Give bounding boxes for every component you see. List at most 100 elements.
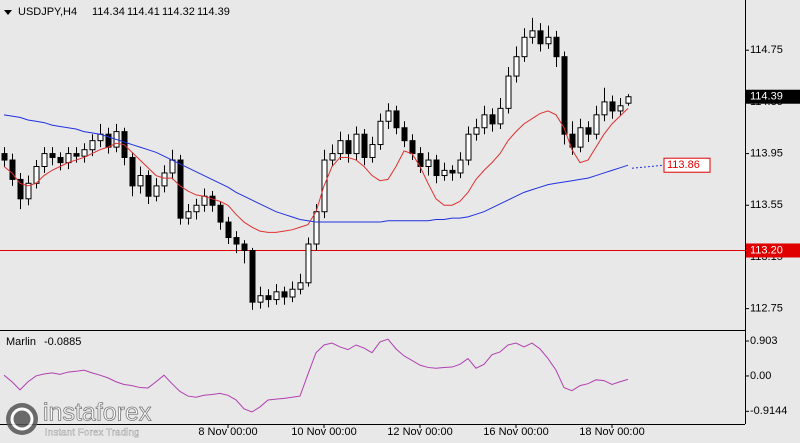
candle-body xyxy=(401,127,408,142)
candle-body xyxy=(289,288,296,298)
candle-body xyxy=(561,56,568,135)
candle-body xyxy=(41,153,48,168)
x-tick-label: 12 Nov 00:00 xyxy=(387,426,452,438)
candle-body xyxy=(137,175,144,187)
candle-body xyxy=(465,133,472,161)
moving-average xyxy=(3,108,629,233)
candle-body xyxy=(1,153,8,161)
candle-body xyxy=(193,204,200,213)
candle-body xyxy=(257,295,264,303)
y-tick-label: 0.00 xyxy=(750,370,771,382)
candle-body xyxy=(513,56,520,77)
candle-body xyxy=(377,120,384,146)
candle-body xyxy=(449,169,456,174)
candle-body xyxy=(441,169,448,177)
candle-body xyxy=(9,159,16,180)
candle-body xyxy=(545,36,552,45)
candle-body xyxy=(241,243,248,251)
logo-icon-ring xyxy=(10,407,34,431)
candle-body xyxy=(57,156,64,164)
candle-body xyxy=(433,159,440,177)
x-tick-label: 16 Nov 00:00 xyxy=(483,426,548,438)
candle-body xyxy=(553,36,560,58)
candle-body xyxy=(17,178,24,200)
candle-body xyxy=(529,30,536,38)
y-tick-label: 114.75 xyxy=(750,44,783,56)
candle-body xyxy=(489,114,496,125)
candle-body xyxy=(297,282,304,290)
candle-body xyxy=(273,291,280,301)
candle-body xyxy=(169,159,176,174)
candle-body xyxy=(345,140,352,155)
x-tick-label: 18 Nov 00:00 xyxy=(579,426,644,438)
price-label-box xyxy=(663,157,711,173)
candle-body xyxy=(25,182,32,200)
candle-body xyxy=(505,75,512,109)
candle-body xyxy=(609,101,616,112)
y-tick-label: 113.55 xyxy=(750,199,783,211)
candle-body xyxy=(473,127,480,135)
candle-body xyxy=(353,133,360,155)
y-tick-label: 0.903 xyxy=(750,335,778,347)
candle-body xyxy=(593,114,600,135)
header-low: 114.32 xyxy=(162,6,195,18)
candle-body xyxy=(73,153,80,157)
logo-text: instaforex xyxy=(43,399,152,427)
candle-body xyxy=(385,110,392,122)
candle-body xyxy=(209,195,216,206)
candle-body xyxy=(249,249,256,303)
candle-body xyxy=(185,211,192,219)
candle-body xyxy=(129,156,136,187)
candle-body xyxy=(393,110,400,129)
candle-body xyxy=(177,159,184,219)
y-tick-label: -0.9144 xyxy=(750,405,787,417)
candle-body xyxy=(305,243,312,284)
indicator-value: -0.0885 xyxy=(44,336,81,348)
header-close: 114.39 xyxy=(197,6,230,18)
candle-body xyxy=(217,204,224,223)
moving-average xyxy=(3,114,629,223)
candle-body xyxy=(145,175,152,197)
candle-body xyxy=(369,144,376,158)
candle-body xyxy=(361,133,368,158)
candle-body xyxy=(281,291,288,298)
price-label: 113.86 xyxy=(667,159,700,171)
price-label-box xyxy=(746,89,800,104)
indicator-name: Marlin xyxy=(6,336,36,348)
price-label-leader xyxy=(631,164,665,169)
candle-body xyxy=(313,211,320,245)
candle-body xyxy=(497,107,504,125)
candle-body xyxy=(569,133,576,148)
candle-body xyxy=(329,153,336,161)
x-tick-label: 8 Nov 00:00 xyxy=(198,426,257,438)
price-label: 114.39 xyxy=(750,91,783,103)
candle-body xyxy=(49,153,56,158)
candle-body xyxy=(337,140,344,155)
logo-tagline: Instant Forex Trading xyxy=(45,428,140,439)
symbol: USDJPY,H4 xyxy=(18,6,77,18)
candle-body xyxy=(409,140,416,155)
candle-body xyxy=(601,101,608,116)
candle-body xyxy=(457,159,464,174)
menu-arrow xyxy=(4,10,12,15)
candle-body xyxy=(153,185,160,197)
price-label: 113.20 xyxy=(750,244,783,256)
candle-body xyxy=(265,295,272,301)
candle-body xyxy=(521,36,528,58)
candle-body xyxy=(617,105,624,112)
candle-body xyxy=(625,96,632,104)
indicator-line xyxy=(3,338,629,413)
candle-body xyxy=(577,127,584,148)
candle-body xyxy=(201,195,208,206)
candle-body xyxy=(537,30,544,45)
candle-body xyxy=(161,172,168,187)
price-label-box xyxy=(746,243,800,258)
candle-body xyxy=(225,221,232,239)
header-high: 114.41 xyxy=(127,6,160,18)
candle-body xyxy=(481,114,488,129)
candle-body xyxy=(425,159,432,167)
candle-body xyxy=(233,237,240,245)
